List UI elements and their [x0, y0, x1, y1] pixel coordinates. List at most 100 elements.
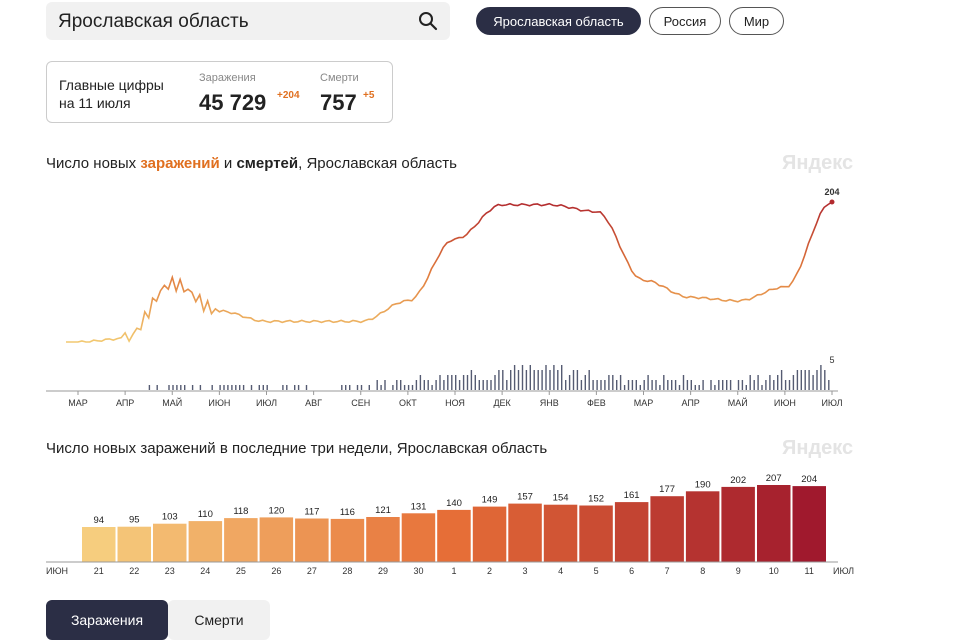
deaths-bar	[627, 380, 630, 390]
deaths-bar	[686, 380, 689, 390]
deaths-bar	[792, 375, 795, 390]
deaths-bar	[513, 365, 516, 390]
deaths-last-label: 5	[829, 355, 834, 365]
chart2-bar-label: 154	[553, 493, 569, 504]
chart2-x-tick-label: 6	[629, 566, 634, 576]
chart2-x-tick-label: 1	[451, 566, 456, 576]
region-search[interactable]: Ярославская область	[46, 2, 450, 40]
chart1-x-tick-label: ДЕК	[493, 398, 511, 408]
deaths-bar	[828, 380, 830, 390]
chart2-bar	[153, 523, 187, 562]
chart1-x-tick-label: ИЮН	[774, 398, 796, 408]
deaths-bar	[494, 375, 496, 390]
deaths-bar	[667, 380, 669, 390]
deaths-bar	[643, 380, 645, 390]
chart2-bar	[188, 521, 223, 562]
deaths-bar	[490, 380, 492, 390]
deaths-bar	[800, 370, 802, 390]
deaths-bar	[305, 385, 308, 390]
key-figures-card: Главные цифры на 11 июля Заражения 45 72…	[46, 61, 393, 123]
chart1-x-tick-label: ФЕВ	[587, 398, 606, 408]
chart2-bar	[792, 486, 826, 562]
tab-yaroslavl[interactable]: Ярославская область	[476, 7, 641, 35]
deaths-bar	[250, 385, 253, 390]
deaths-bar	[698, 385, 700, 390]
deaths-bar	[533, 370, 535, 390]
deaths-bar	[631, 380, 634, 390]
deaths-bar	[466, 375, 469, 390]
chart2-bar-label: 177	[659, 484, 675, 495]
deaths-bar	[380, 385, 382, 390]
deaths-bar	[443, 380, 445, 390]
deaths-bar	[753, 380, 755, 390]
chart2-bar-label: 120	[268, 505, 284, 516]
chart2-x-tick-label: 3	[522, 566, 527, 576]
deaths-bar	[651, 380, 653, 390]
tab-world[interactable]: Мир	[729, 7, 784, 35]
deaths-bar	[506, 380, 508, 390]
deaths-bar	[510, 370, 512, 390]
deaths-bar	[341, 385, 343, 390]
deaths-bar	[671, 380, 673, 390]
deaths-bar	[714, 385, 716, 390]
deaths-bar	[674, 380, 677, 390]
search-input[interactable]: Ярославская область	[58, 11, 249, 32]
deaths-bar	[576, 370, 579, 390]
deaths-bar	[678, 385, 681, 390]
chart2-bar-label: 204	[801, 474, 817, 485]
chart2-bar	[685, 491, 720, 562]
chart2-bar-label: 207	[766, 473, 782, 484]
deaths-bar	[549, 370, 551, 390]
deaths-bar	[824, 370, 826, 390]
search-icon[interactable]	[418, 11, 438, 31]
deaths-bar	[258, 385, 260, 390]
deaths-value: 757	[320, 90, 357, 115]
chart2-bar-label: 117	[304, 507, 319, 518]
deaths-caption: Смерти	[320, 72, 359, 84]
infections-line	[66, 201, 833, 343]
deaths-bar	[769, 375, 771, 390]
deaths-bar	[710, 380, 712, 390]
chart2-start-month: ИЮН	[46, 566, 68, 576]
deaths-bar	[223, 385, 225, 390]
deaths-bar	[804, 370, 806, 390]
deaths-bar	[403, 385, 406, 390]
deaths-bar	[612, 375, 614, 390]
chart2-bar	[401, 513, 436, 562]
chart2-bar	[543, 504, 578, 562]
deaths-bar	[663, 375, 665, 390]
chart1-x-tick-label: ИЮЛ	[821, 398, 842, 408]
deaths-bar	[529, 365, 531, 390]
tab-deaths[interactable]: Смерти	[168, 600, 270, 640]
chart2-bar-label: 202	[730, 475, 746, 486]
tab-infections[interactable]: Заражения	[46, 600, 168, 640]
deaths-bar	[262, 385, 264, 390]
deaths-bar	[156, 385, 158, 390]
chart1-x-axis: МАР АПР МАЙ ИЮН ИЮЛ АВГ СЕН ОКТ НОЯ ДЕК ЯНВ ФЕВ МАР А…	[68, 391, 843, 408]
tab-russia[interactable]: Россия	[649, 7, 721, 35]
deaths-bar	[431, 385, 433, 390]
chart2-bar	[508, 503, 542, 562]
deaths-bar	[541, 370, 543, 390]
deaths-bar	[235, 385, 237, 390]
deaths-bar	[808, 370, 810, 390]
chart2-bars: 94 95 103 110 118 120 117 116 121 131 140 149 157 154…	[82, 473, 826, 562]
deaths-bar	[297, 385, 300, 390]
metric-switch: Заражения Смерти	[46, 600, 270, 640]
deaths-bar	[749, 375, 751, 390]
chart2-end-month: ИЮЛ	[833, 566, 854, 576]
chart2-x-tick-label: 21	[94, 566, 104, 576]
chart1-x-tick-label: ИЮН	[208, 398, 230, 408]
deaths-bar	[639, 385, 641, 390]
deaths-bar	[588, 370, 590, 390]
yandex-watermark: Яндекс	[782, 152, 854, 174]
deaths-bar	[498, 370, 500, 390]
deaths-bar	[392, 385, 394, 390]
chart2-bar-label: 118	[233, 506, 248, 517]
deaths-bar	[780, 370, 783, 390]
deaths-bar	[180, 385, 182, 390]
chart2-bar-label: 157	[517, 492, 533, 503]
chart2-bar-label: 131	[411, 501, 427, 512]
